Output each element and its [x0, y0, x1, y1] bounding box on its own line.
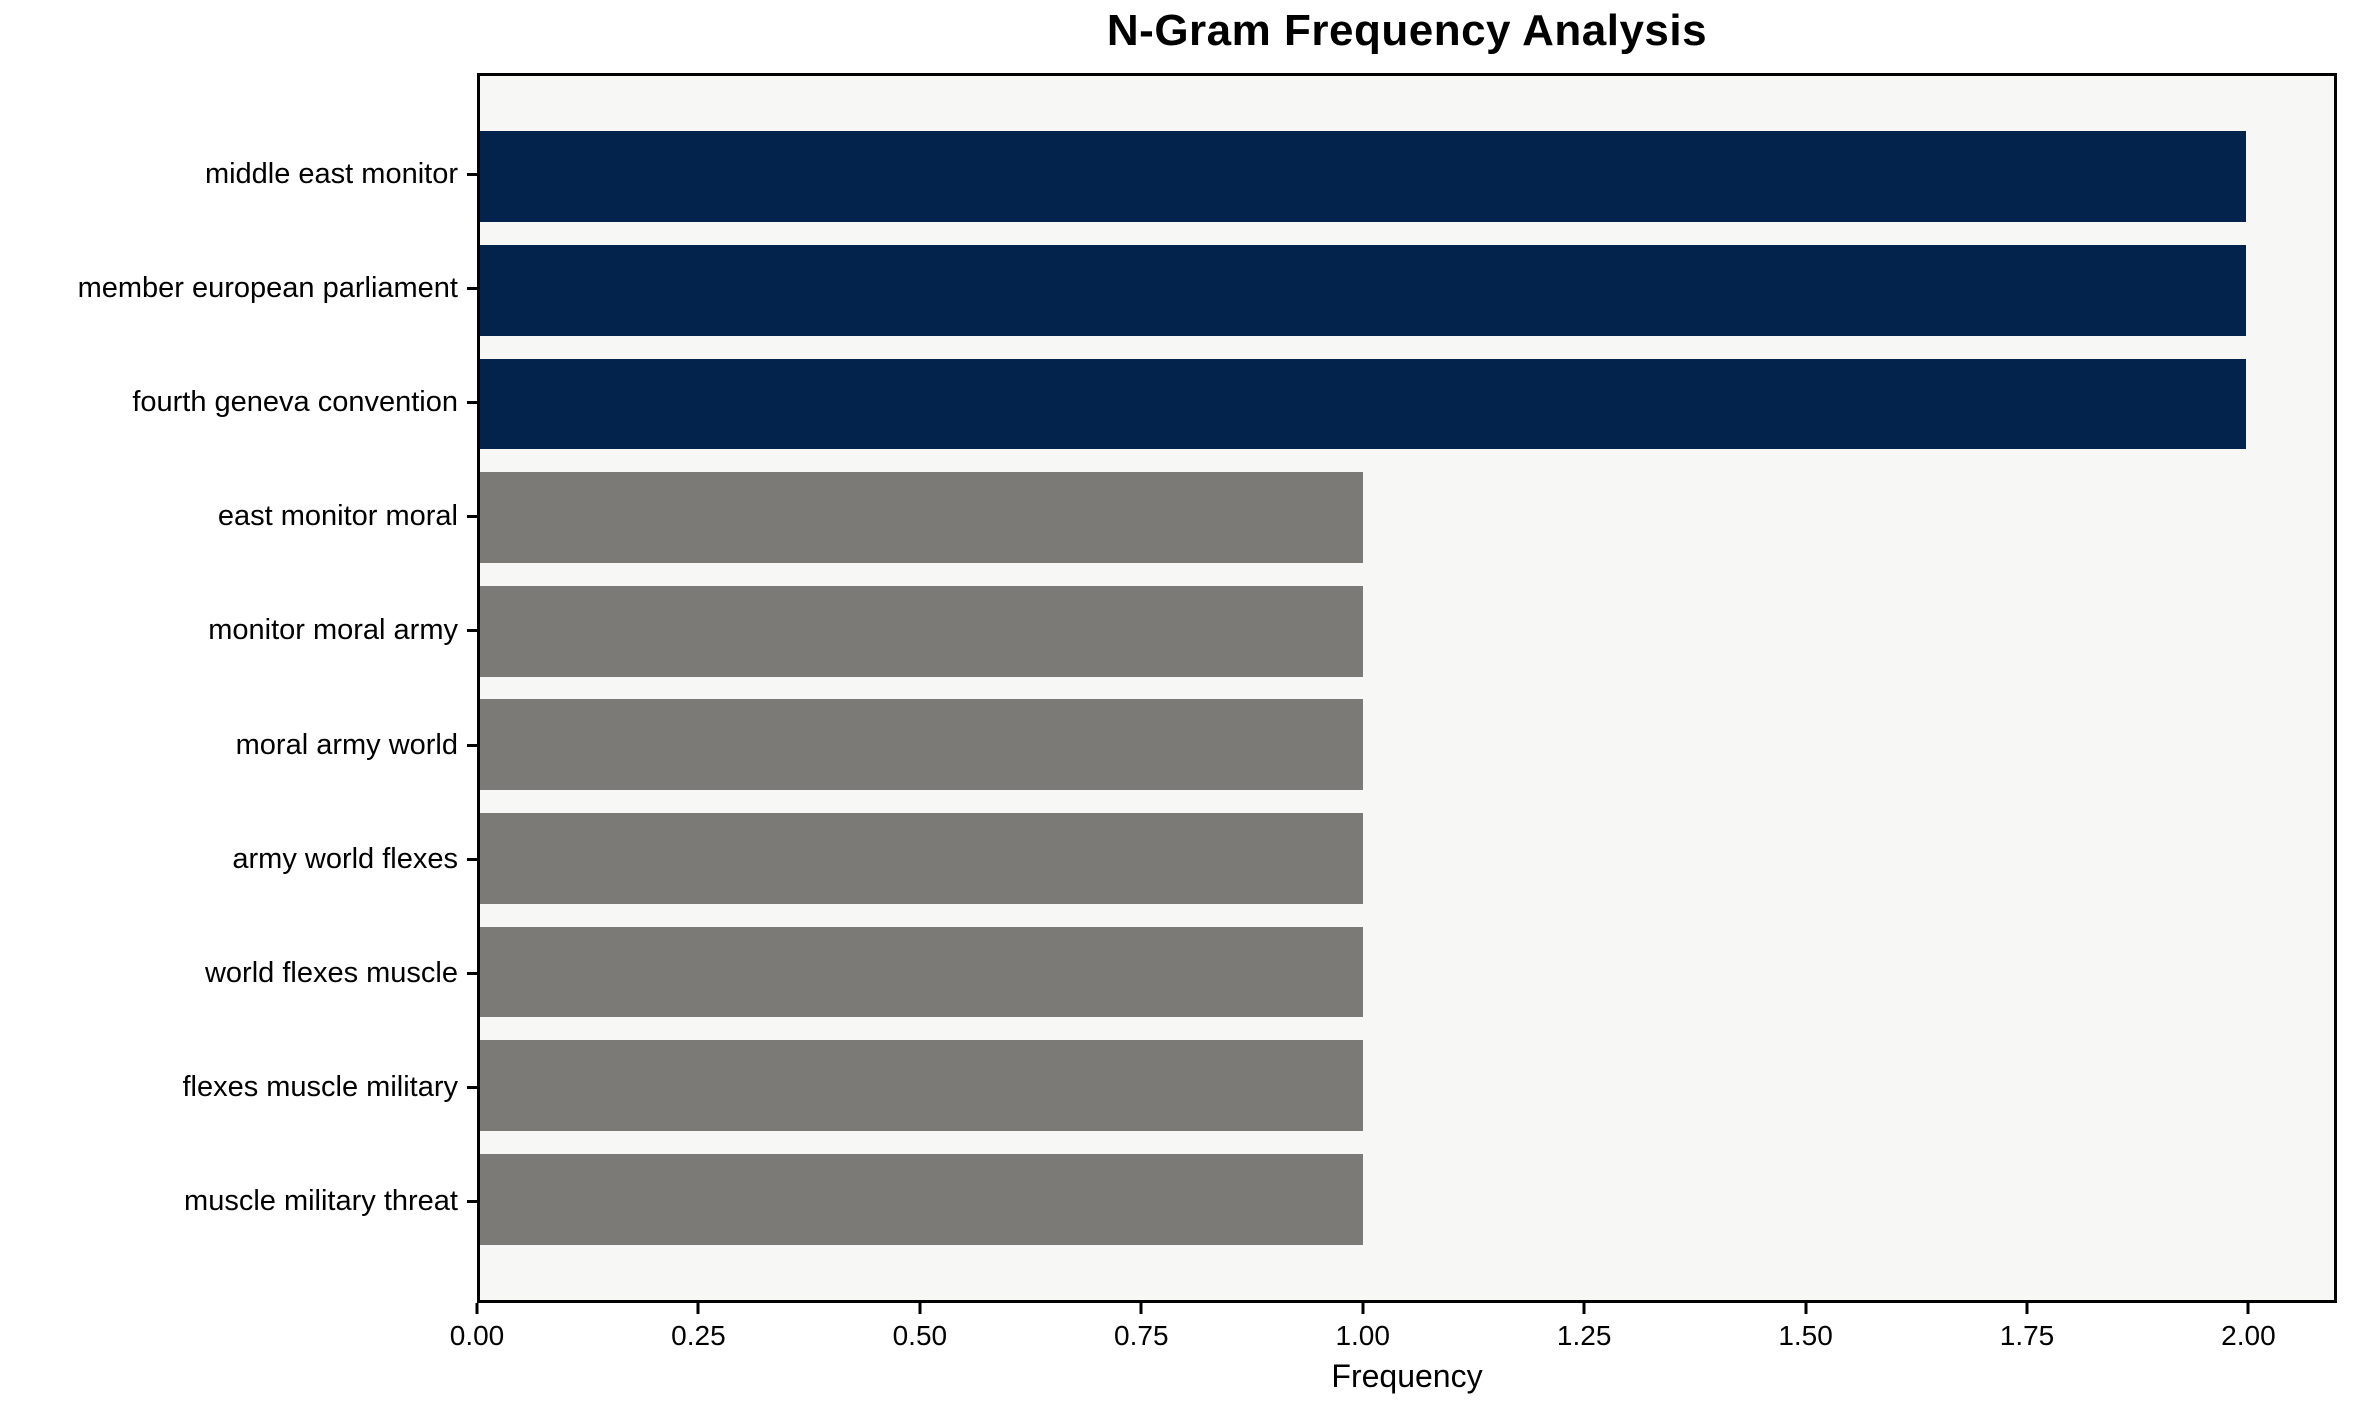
x-axis: 0.00 0.25 0.50 0.75 1.00 1.25 1.50 1.75 2.00 — [450, 1303, 2337, 1413]
bar-row — [480, 1029, 2334, 1143]
bar-row — [480, 574, 2334, 688]
x-tick-mark — [1582, 1303, 1586, 1314]
y-tick-row: fourth geneva convention — [0, 345, 477, 459]
y-tick-row: member european parliament — [0, 231, 477, 345]
y-tick-mark — [467, 972, 477, 976]
x-tick-mark — [1361, 1303, 1365, 1314]
bar-row — [480, 120, 2334, 234]
x-tick-mark — [1804, 1303, 1808, 1314]
chart-title: N-Gram Frequency Analysis — [1106, 6, 1708, 55]
bar-row — [480, 802, 2334, 916]
bar — [480, 244, 2246, 336]
y-tick-label: member european parliament — [77, 271, 458, 304]
x-tick-label: 2.00 — [2221, 1320, 2276, 1351]
x-tick-label: 1.25 — [1556, 1320, 1612, 1351]
plot-area — [477, 73, 2337, 1303]
bar-row — [480, 347, 2334, 461]
y-tick-mark — [467, 743, 477, 747]
bar — [480, 1153, 1363, 1245]
bar-row — [480, 688, 2334, 802]
y-tick-row: moral army world — [0, 688, 477, 802]
y-tick-row: monitor moral army — [0, 574, 477, 688]
bar — [480, 812, 1363, 904]
bar-row — [480, 915, 2334, 1029]
y-tick-mark — [467, 515, 477, 519]
y-axis: middle east monitor member european parli… — [0, 73, 477, 1303]
x-tick-label: 1.75 — [1999, 1320, 2055, 1351]
x-tick-mark — [2246, 1303, 2250, 1314]
x-tick-label: 0.75 — [1114, 1320, 1169, 1351]
x-tick-label: 0.00 — [449, 1320, 505, 1351]
bar — [480, 131, 2246, 223]
y-tick-label: army world flexes — [232, 842, 458, 875]
bar — [480, 585, 1363, 677]
x-tick-mark — [1139, 1303, 1143, 1314]
y-tick-mark — [467, 857, 477, 861]
y-tick-row: east monitor moral — [0, 460, 477, 574]
y-tick-row: world flexes muscle — [0, 916, 477, 1030]
y-tick-mark — [467, 629, 477, 633]
x-tick-label: 0.25 — [671, 1320, 726, 1351]
x-tick-label: 0.50 — [892, 1320, 948, 1351]
y-tick-label: flexes muscle military — [182, 1071, 458, 1104]
y-tick-label: moral army world — [235, 728, 458, 761]
x-tick-mark — [696, 1303, 700, 1314]
y-tick-label: east monitor moral — [217, 500, 458, 533]
bar-row — [480, 234, 2334, 348]
x-tick-label: 1.50 — [1778, 1320, 1833, 1351]
bar-row — [480, 461, 2334, 575]
bar-row — [480, 1142, 2334, 1256]
x-tick-label: 1.00 — [1335, 1320, 1390, 1351]
x-tick-mark — [918, 1303, 922, 1314]
x-tick-mark — [2025, 1303, 2029, 1314]
x-tick-mark — [475, 1303, 479, 1314]
y-tick-mark — [467, 286, 477, 290]
bar — [480, 358, 2246, 450]
y-tick-row: flexes muscle military — [0, 1031, 477, 1145]
y-tick-mark — [467, 172, 477, 176]
y-tick-row: muscle military threat — [0, 1145, 477, 1259]
y-tick-label: middle east monitor — [204, 157, 458, 190]
x-axis-label: Frequency — [1331, 1358, 1483, 1394]
y-tick-row: middle east monitor — [0, 117, 477, 231]
y-tick-label: world flexes muscle — [204, 957, 458, 990]
y-tick-label: muscle military threat — [184, 1185, 458, 1218]
y-tick-label: monitor moral army — [208, 614, 458, 647]
y-tick-mark — [467, 401, 477, 404]
y-tick-row: army world flexes — [0, 802, 477, 916]
y-tick-label: fourth geneva convention — [132, 386, 458, 418]
bar — [480, 926, 1363, 1018]
bar — [480, 472, 1363, 564]
y-tick-mark — [467, 1086, 477, 1090]
bar — [480, 699, 1363, 791]
bar — [480, 1040, 1363, 1131]
y-tick-mark — [467, 1200, 477, 1204]
